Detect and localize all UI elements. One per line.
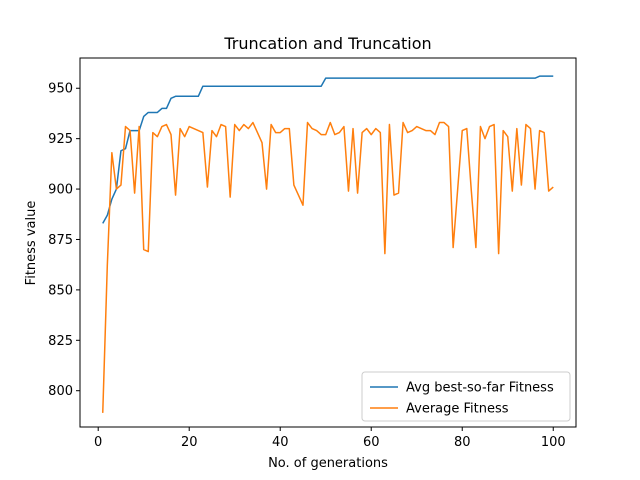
plot-area-frame (79, 57, 577, 428)
y-tick-label: 925 (48, 132, 73, 147)
legend-label: Avg best-so-far Fitness (406, 381, 554, 396)
y-tick-label: 800 (48, 384, 73, 399)
y-tick-label: 875 (48, 233, 73, 248)
x-tick-label: 60 (363, 435, 380, 450)
y-tick-label: 950 (48, 82, 73, 97)
y-tick-label: 900 (48, 183, 73, 198)
x-tick-label: 40 (272, 435, 289, 450)
y-tick-label: 850 (48, 283, 73, 298)
y-tick-label: 825 (48, 334, 73, 349)
series-layer (102, 75, 554, 413)
legend-label: Average Fitness (406, 402, 509, 417)
series-line-avg-best-so-far-fitness (102, 75, 554, 224)
x-tick-label: 20 (181, 435, 198, 450)
y-axis: 800 825 850 875 900 925 950 (48, 82, 80, 399)
series-line-average-fitness (102, 121, 554, 413)
legend: Avg best-so-far Fitness Average Fitness (361, 371, 571, 422)
x-tick-label: 80 (454, 435, 471, 450)
x-axis-label: No. of generations (268, 456, 388, 471)
x-axis: 0 20 40 60 80 100 (94, 427, 566, 450)
chart-title: Truncation and Truncation (223, 34, 431, 53)
y-axis-label: Fitness value (24, 201, 39, 286)
legend-box (361, 371, 571, 422)
x-tick-label: 100 (541, 435, 566, 450)
x-tick-label: 0 (94, 435, 102, 450)
